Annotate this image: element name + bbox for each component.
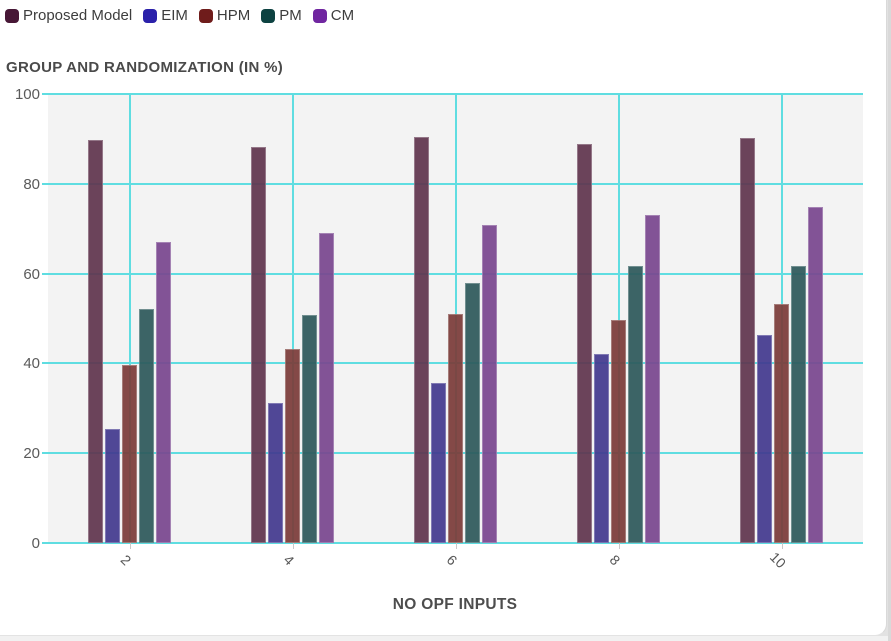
y-tick-label: 100 [14,86,40,103]
x-tick [618,543,620,549]
x-tick [292,543,294,549]
x-axis-title: NO OPF INPUTS [392,596,518,613]
legend-swatch-pm [261,8,276,23]
bar-pm-x10[interactable] [791,266,806,543]
y-tick-label: 40 [23,355,40,373]
bar-hpm-x10[interactable] [774,303,789,543]
bar-cm-x6[interactable] [482,224,497,543]
chart-title: GROUP AND RANDOMIZATION (IN %) [6,59,284,76]
bar-hpm-x8[interactable] [611,320,626,543]
chart-legend: Proposed Model EIM HPM PM CM [5,7,354,24]
y-tick-label: 80 [23,175,40,193]
bar-cm-x10[interactable] [808,206,823,543]
bar-pm-x4[interactable] [302,315,317,543]
x-tick-label: 4 [280,551,297,569]
x-tick-label: 10 [766,548,789,572]
x-tick [781,543,783,549]
bar-cm-x8[interactable] [645,214,660,543]
bar-eim-x4[interactable] [268,403,283,543]
page-background-right [888,0,891,641]
x-tick-label: 8 [606,551,623,569]
x-tick-label: 2 [117,551,134,569]
x-tick [129,543,131,549]
bar-proposed-model-x2[interactable] [88,139,103,543]
legend-label: HPM [216,7,251,24]
legend-swatch-proposed-model [5,8,19,23]
bar-hpm-x6[interactable] [448,313,463,543]
legend-swatch-eim [143,8,158,23]
gridline-y-100 [42,93,863,95]
bar-proposed-model-x4[interactable] [251,146,266,543]
legend-item-pm[interactable]: PM [261,7,302,24]
plot-area [42,93,863,544]
bar-eim-x8[interactable] [594,353,609,543]
legend-item-eim[interactable]: EIM [143,7,188,24]
legend-label: EIM [161,7,188,24]
bar-proposed-model-x8[interactable] [577,143,592,543]
legend-item-proposed-model[interactable]: Proposed Model [5,7,132,24]
bar-eim-x10[interactable] [757,334,772,543]
bar-eim-x2[interactable] [105,429,120,543]
bar-eim-x6[interactable] [431,383,446,543]
bar-hpm-x2[interactable] [122,365,137,543]
legend-label: CM [330,7,355,24]
legend-label: PM [279,7,302,24]
y-tick-label: 20 [23,445,40,463]
legend-swatch-hpm [198,8,213,23]
bar-hpm-x4[interactable] [285,348,300,543]
bar-cm-x2[interactable] [156,241,171,543]
bar-proposed-model-x6[interactable] [414,137,429,543]
bar-proposed-model-x10[interactable] [740,138,755,543]
bar-pm-x6[interactable] [465,282,480,543]
legend-item-cm[interactable]: CM [312,7,355,24]
x-tick-label: 6 [443,551,460,569]
y-tick-label: 60 [23,265,40,283]
x-tick [455,543,457,549]
legend-item-hpm[interactable]: HPM [198,7,251,24]
legend-swatch-cm [312,8,327,23]
bar-cm-x4[interactable] [319,232,334,543]
y-tick-label: 0 [31,535,40,552]
legend-label: Proposed Model [23,7,133,24]
bar-pm-x8[interactable] [628,265,643,543]
bar-pm-x2[interactable] [139,308,154,543]
page-background-bottom [0,636,891,641]
